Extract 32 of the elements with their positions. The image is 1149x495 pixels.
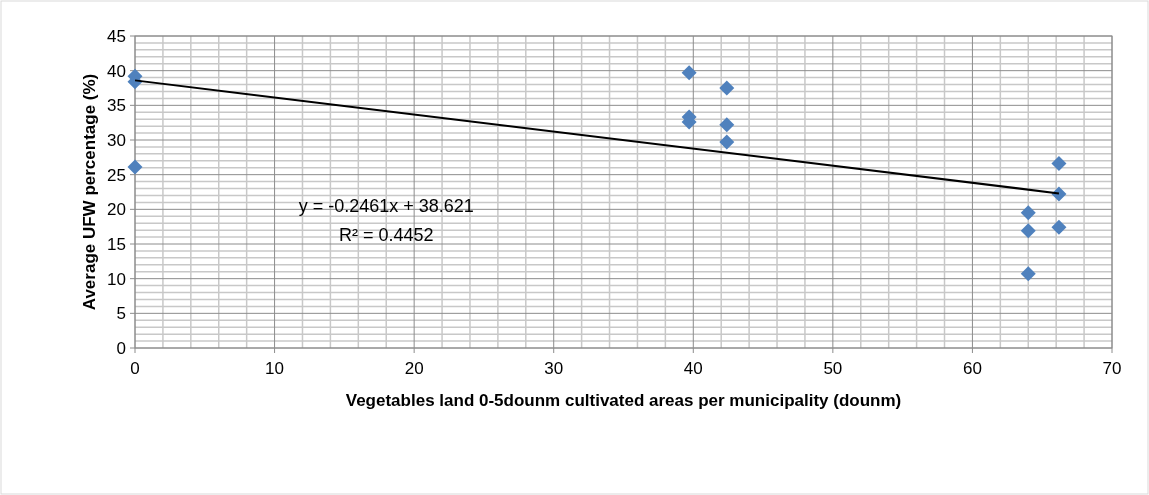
x-tick-label: 20 [404, 359, 424, 378]
point [719, 134, 735, 150]
x-tick-label: 50 [823, 359, 843, 378]
x-tick-label: 0 [130, 359, 140, 378]
point [719, 117, 735, 133]
point [1051, 219, 1067, 235]
y-tick-label: 5 [116, 304, 126, 324]
annotation: R² = 0.4452 [338, 225, 434, 246]
x-tick-label: 40 [683, 359, 703, 378]
y-tick-label: 10 [107, 269, 126, 289]
point [1020, 205, 1036, 221]
point [1020, 223, 1036, 239]
point [719, 80, 735, 96]
point [681, 65, 697, 81]
y-tick-label: 35 [107, 96, 126, 116]
y-tick-label: 20 [107, 200, 126, 220]
point [1051, 156, 1067, 172]
y-tick-label: 30 [107, 130, 126, 150]
y-tick-label: 25 [107, 165, 126, 185]
x-tick-label: 10 [265, 359, 285, 378]
point [1020, 266, 1036, 282]
y-tick-label: 15 [107, 234, 126, 254]
x-axis-title: Vegetables land 0-5dounm cultivated areas per municipality (dounm) [345, 391, 902, 410]
x-tick-label: 30 [544, 359, 564, 378]
y-tick-label: 0 [116, 338, 126, 358]
x-tick-label: 70 [1102, 359, 1122, 378]
y-tick-label: 40 [107, 61, 126, 81]
y-axis-title: Average UFW percentage (%) [80, 73, 99, 311]
y-tick-label: 45 [107, 26, 126, 46]
x-tick-label: 60 [962, 359, 982, 378]
annotation: y = -0.2461x + 38.621 [298, 196, 474, 217]
point [127, 159, 143, 175]
